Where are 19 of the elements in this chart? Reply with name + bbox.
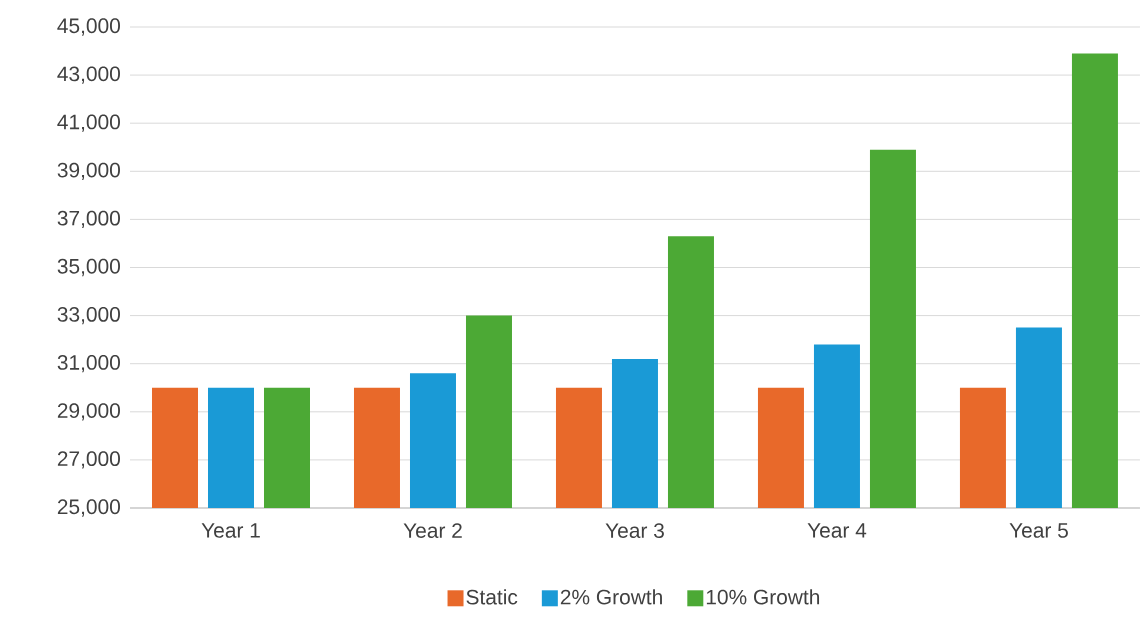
legend-label: 2% Growth bbox=[560, 589, 662, 605]
x-tick-label: Year 2 bbox=[403, 523, 462, 538]
y-tick-label: 31,000 bbox=[57, 355, 120, 373]
legend-label: 10% Growth bbox=[706, 589, 820, 605]
x-tick-label: Year 5 bbox=[1009, 523, 1068, 538]
y-tick-label: 27,000 bbox=[57, 451, 120, 469]
y-tick-label: 45,000 bbox=[57, 18, 120, 36]
y-tick-label: 25,000 bbox=[57, 499, 120, 517]
y-tick-label: 41,000 bbox=[57, 114, 120, 132]
x-tick-label: Year 4 bbox=[807, 523, 867, 538]
y-tick-label: 29,000 bbox=[57, 403, 120, 421]
y-tick-label: 37,000 bbox=[57, 210, 120, 229]
y-tick-label: 35,000 bbox=[57, 258, 120, 277]
x-tick-label: Year 1 bbox=[201, 523, 260, 538]
legend-label: Static bbox=[466, 589, 518, 605]
x-tick-label: Year 3 bbox=[605, 523, 664, 538]
y-tick-label: 43,000 bbox=[57, 66, 120, 84]
y-tick-label: 39,000 bbox=[57, 162, 120, 180]
y-tick-label: 33,000 bbox=[57, 306, 120, 325]
